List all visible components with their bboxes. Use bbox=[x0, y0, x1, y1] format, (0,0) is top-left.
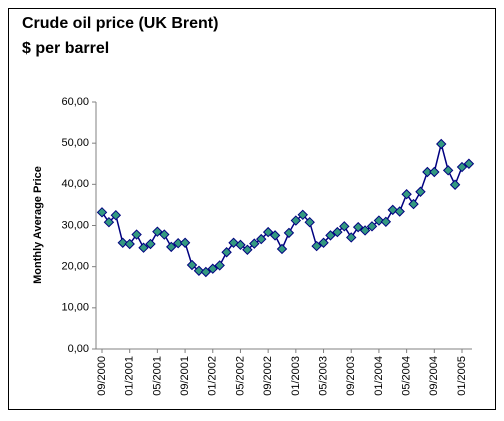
marker bbox=[463, 158, 475, 169]
chart-subtitle: $ per barrel bbox=[22, 40, 109, 57]
marker bbox=[304, 216, 315, 228]
y-tick-label: 0,00 bbox=[68, 343, 89, 355]
marker bbox=[276, 243, 288, 255]
marker bbox=[124, 238, 135, 250]
marker bbox=[117, 237, 128, 248]
marker bbox=[380, 216, 392, 228]
marker bbox=[249, 238, 260, 249]
marker bbox=[387, 204, 398, 216]
marker bbox=[415, 186, 426, 197]
marker bbox=[269, 230, 281, 241]
marker bbox=[436, 138, 447, 150]
marker bbox=[256, 233, 267, 245]
marker bbox=[449, 179, 461, 190]
marker bbox=[138, 242, 149, 253]
x-tick-label: 05/2002 bbox=[234, 356, 246, 396]
marker bbox=[366, 221, 378, 232]
marker bbox=[145, 238, 156, 250]
x-tick-label: 09/2000 bbox=[96, 356, 108, 396]
marker bbox=[179, 237, 191, 248]
y-tick-label: 30,00 bbox=[61, 219, 89, 231]
y-tick-label: 50,00 bbox=[61, 137, 89, 149]
marker bbox=[200, 266, 212, 278]
marker bbox=[408, 198, 419, 210]
x-tick-label: 09/2003 bbox=[345, 356, 357, 396]
marker bbox=[311, 240, 322, 252]
marker bbox=[262, 226, 274, 238]
marker bbox=[283, 227, 295, 239]
marker bbox=[193, 265, 205, 276]
marker bbox=[166, 241, 177, 253]
y-tick-label: 20,00 bbox=[61, 261, 89, 273]
x-tick-label: 01/2004 bbox=[373, 356, 385, 396]
marker bbox=[131, 229, 142, 240]
y-axis-title: Monthly Average Price bbox=[32, 166, 44, 284]
marker bbox=[221, 247, 232, 258]
marker bbox=[442, 165, 454, 176]
marker bbox=[394, 206, 405, 217]
marker bbox=[290, 215, 302, 226]
marker bbox=[325, 230, 336, 241]
x-tick-label: 01/2002 bbox=[207, 356, 219, 396]
marker bbox=[339, 221, 350, 232]
marker bbox=[401, 189, 412, 200]
marker bbox=[96, 207, 108, 218]
x-tick-label: 09/2002 bbox=[262, 356, 274, 396]
marker bbox=[456, 161, 468, 173]
marker bbox=[373, 215, 385, 226]
x-tick-label: 09/2001 bbox=[179, 356, 191, 396]
marker bbox=[359, 225, 371, 236]
marker bbox=[152, 226, 163, 237]
x-tick-label: 01/2003 bbox=[290, 356, 302, 396]
x-tick-label: 01/2005 bbox=[456, 356, 468, 396]
x-tick-label: 09/2004 bbox=[428, 356, 440, 396]
x-tick-label: 05/2004 bbox=[401, 356, 413, 396]
x-tick-label: 05/2003 bbox=[317, 356, 329, 396]
marker bbox=[186, 259, 198, 271]
marker bbox=[207, 263, 218, 274]
marker bbox=[332, 226, 343, 238]
y-tick-label: 10,00 bbox=[61, 302, 89, 314]
marker bbox=[110, 210, 122, 221]
x-tick-label: 05/2001 bbox=[151, 356, 163, 396]
marker bbox=[422, 166, 433, 178]
marker bbox=[318, 237, 329, 248]
y-tick-label: 60,00 bbox=[61, 96, 89, 108]
y-tick-label: 40,00 bbox=[61, 178, 89, 190]
marker bbox=[352, 221, 364, 233]
marker bbox=[159, 229, 170, 240]
marker bbox=[242, 244, 253, 255]
x-tick-label: 01/2001 bbox=[124, 356, 136, 396]
marker bbox=[214, 260, 225, 271]
marker bbox=[235, 239, 246, 251]
marker bbox=[346, 232, 357, 243]
chart-frame bbox=[8, 8, 496, 410]
marker bbox=[103, 216, 115, 228]
marker bbox=[429, 166, 440, 178]
chart-title: Crude oil price (UK Brent) bbox=[22, 15, 218, 32]
marker bbox=[297, 209, 308, 221]
